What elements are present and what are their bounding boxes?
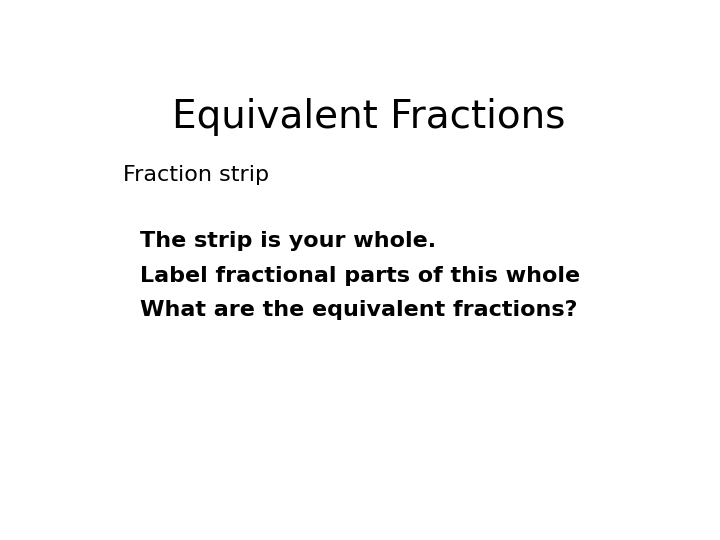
Text: Equivalent Fractions: Equivalent Fractions	[172, 98, 566, 136]
Text: The strip is your whole.: The strip is your whole.	[140, 231, 436, 251]
Text: Fraction strip: Fraction strip	[124, 165, 269, 185]
Text: What are the equivalent fractions?: What are the equivalent fractions?	[140, 300, 577, 320]
Text: Label fractional parts of this whole: Label fractional parts of this whole	[140, 266, 580, 286]
